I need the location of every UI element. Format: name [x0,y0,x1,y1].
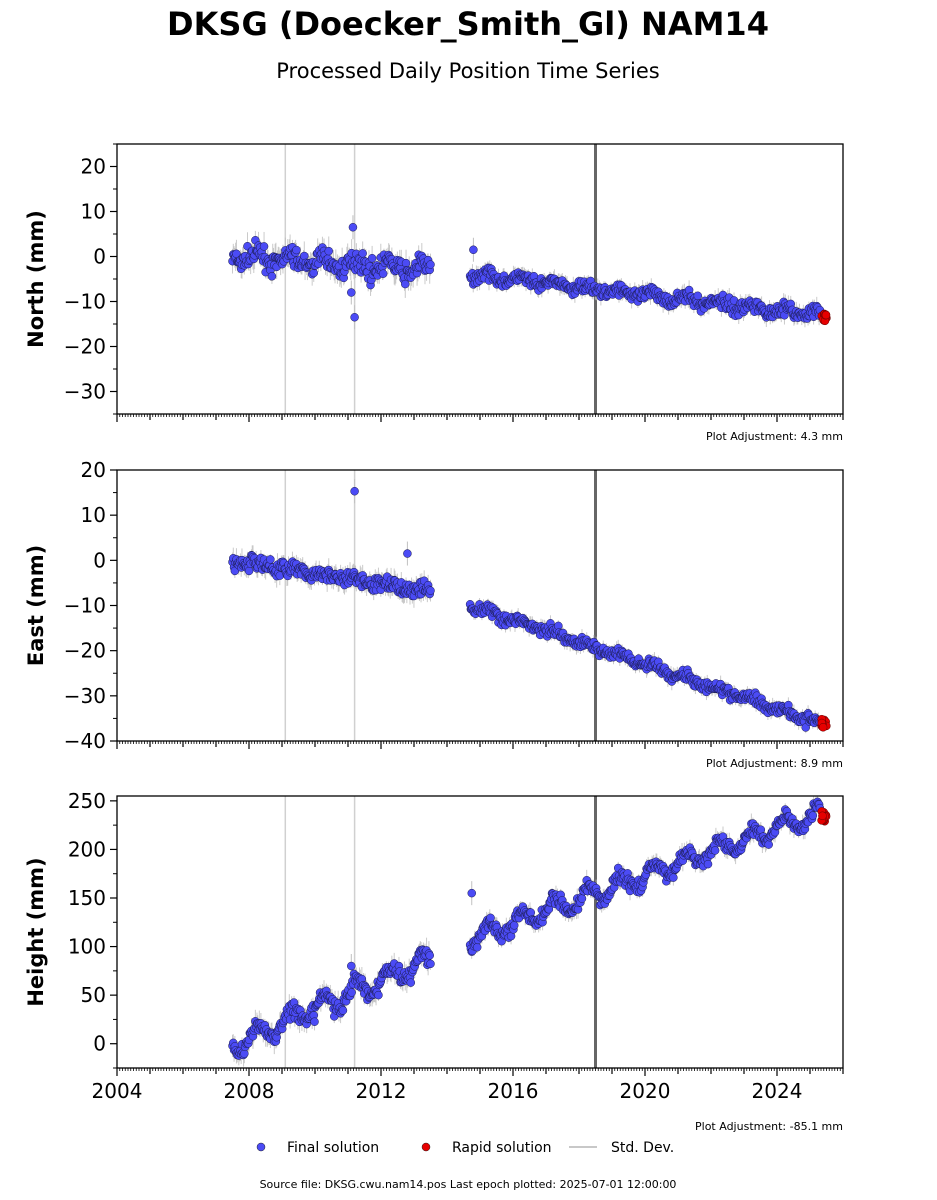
y-tick-label: −40 [64,729,106,753]
data-point [401,279,410,289]
data-point [300,251,309,261]
y-axis-label: North (mm) [24,210,48,348]
y-axis-label: East (mm) [24,545,48,666]
data-point [347,988,356,997]
panel-0: −30 −20 −10 0 10 20 North (mm) Plot Adjustment:… [24,143,844,443]
final-solution-points [228,223,825,323]
rapid-point [818,811,827,821]
data-point [244,566,254,576]
y-tick-label: 200 [68,837,106,861]
rapid-solution-points [817,714,831,732]
data-point [764,840,773,849]
rapid-solution-points [817,807,831,826]
data-point [472,943,482,952]
data-point [378,269,388,278]
y-tick-label: −20 [64,639,106,663]
outlier-point [467,888,476,898]
data-point [338,1006,348,1015]
data-point [267,272,277,281]
y-tick-label: 0 [93,1032,106,1056]
y-tick-label: 250 [68,789,106,813]
data-point [401,258,411,268]
final-solution-points [228,797,825,1060]
outlier-point [347,961,356,971]
plot-area [228,144,831,414]
data-point [367,254,377,263]
panels: −30 −20 −10 0 10 20 North (mm) Plot Adjustment:… [24,143,844,1133]
data-point [292,245,301,255]
stddev-bars [232,796,821,1067]
y-tick-label: 150 [68,886,106,910]
data-point [425,951,434,960]
outlier-point [347,288,356,297]
data-point [669,873,678,882]
rapid-solution-points [817,309,831,326]
y-tick-label: 0 [93,548,106,572]
data-point [358,249,367,258]
data-point [310,1017,319,1026]
data-point [406,978,416,987]
y-tick-label: 100 [68,935,106,959]
data-point [232,249,241,259]
outlier-point [469,245,478,254]
data-point [509,921,519,930]
data-point [577,894,587,903]
y-tick-label: −30 [64,684,106,708]
y-tick-label: 50 [81,983,106,1007]
plot-adjustment: Plot Adjustment: 8.9 mm [706,757,843,770]
outlier-point [348,223,358,232]
rapid-point [818,723,828,732]
y-tick-label: 20 [81,155,106,179]
data-point [426,586,435,595]
outlier-point [403,549,412,558]
rapid-point [821,310,831,320]
data-point [486,913,495,923]
data-point [374,990,383,1000]
data-point [693,291,703,301]
data-point [324,246,333,256]
y-tick-label: −30 [64,380,106,404]
data-point [426,959,435,969]
chart-title: DKSG (Doecker_Smith_Gl) NAM14 [167,5,769,43]
data-point [259,242,269,251]
data-point [703,859,713,869]
data-point [309,268,319,278]
plot-area [228,796,831,1068]
data-point [808,811,818,820]
outlier-point [350,313,359,322]
data-point [266,555,275,564]
final-solution-points [228,486,825,732]
y-tick-label: −10 [64,290,106,314]
y-tick-label: −20 [64,335,106,359]
chart-subtitle: Processed Daily Position Time Series [276,59,660,83]
data-point [426,260,435,269]
plot-area [228,470,831,741]
y-tick-label: 10 [81,200,106,224]
data-point [710,846,720,855]
y-tick-label: 20 [81,458,106,482]
y-tick-label: 0 [93,245,106,269]
y-tick-label: 10 [81,503,106,527]
y-tick-label: −10 [64,594,106,618]
plot-adjustment: Plot Adjustment: 4.3 mm [706,430,843,443]
outlier-point [350,486,359,496]
panel-1: −40 −30 −20 −10 0 10 20 East (mm) Plot Adjustmen… [24,458,844,770]
